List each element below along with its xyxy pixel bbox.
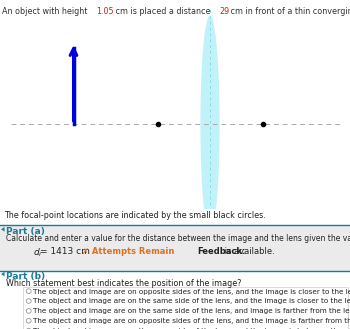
- Text: Calculate and enter a value for the distance between the image and the lens give: Calculate and enter a value for the dist…: [6, 234, 350, 242]
- Text: $d_i$: $d_i$: [33, 247, 43, 259]
- Text: cm in front of a thin converging lens with focal length: cm in front of a thin converging lens wi…: [228, 7, 350, 16]
- Text: is available.: is available.: [222, 247, 275, 256]
- Text: Part (a): Part (a): [6, 227, 45, 236]
- Text: The object and image are on opposite sides of the lens, and the image is farther: The object and image are on opposite sid…: [33, 318, 350, 324]
- Text: An object with height: An object with height: [2, 7, 90, 16]
- Text: The focal-point locations are indicated by the small black circles.: The focal-point locations are indicated …: [4, 211, 266, 220]
- Text: cm is placed a distance: cm is placed a distance: [113, 7, 213, 16]
- Text: = 1413 cm: = 1413 cm: [40, 247, 90, 256]
- Text: The object and image are on the same side of the lens, and the image is closer t: The object and image are on the same sid…: [33, 298, 350, 304]
- Polygon shape: [201, 15, 219, 232]
- Text: Which statement best indicates the position of the image?: Which statement best indicates the posit…: [6, 279, 242, 288]
- Text: The object and image are on opposite sides of the lens, and the image is closer : The object and image are on opposite sid…: [33, 289, 350, 294]
- Text: Part (b): Part (b): [6, 272, 46, 281]
- Text: The object and image are on the same side of the lens, and image is farther from: The object and image are on the same sid…: [33, 308, 350, 314]
- Text: Feedback:: Feedback:: [198, 247, 246, 256]
- Text: The object and image are on the same side of the lens, and the image is between : The object and image are on the same sid…: [33, 328, 350, 329]
- Text: 1.05: 1.05: [96, 7, 113, 16]
- Text: ✗ Attempts Remain: ✗ Attempts Remain: [82, 247, 175, 256]
- Text: 29: 29: [219, 7, 230, 16]
